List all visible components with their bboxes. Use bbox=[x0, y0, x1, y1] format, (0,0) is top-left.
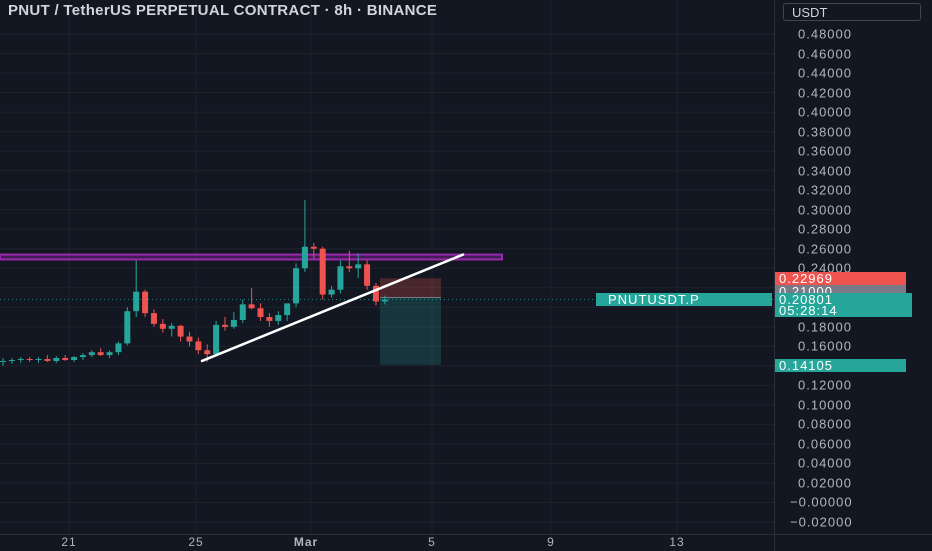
axis-corner bbox=[774, 534, 932, 551]
candle-up bbox=[381, 299, 388, 302]
price-tick-label: 0.32000 bbox=[798, 182, 852, 198]
candle-up bbox=[337, 266, 344, 290]
target-price-badge: 0.22969 bbox=[775, 272, 906, 286]
price-tick-label: 0.06000 bbox=[798, 436, 852, 452]
candle-down bbox=[62, 358, 69, 360]
price-tick-label: 0.38000 bbox=[798, 124, 852, 140]
candle-up bbox=[293, 268, 300, 304]
price-tick-label: 0.18000 bbox=[798, 319, 852, 335]
candle-up bbox=[239, 304, 246, 320]
candle-down bbox=[319, 248, 326, 295]
candle-up bbox=[106, 352, 113, 356]
time-tick-label: 9 bbox=[547, 535, 555, 549]
candle-up bbox=[168, 325, 175, 329]
price-tick-label: 0.04000 bbox=[798, 455, 852, 471]
position-stop-zone bbox=[380, 297, 441, 365]
price-tick-label: 0.34000 bbox=[798, 163, 852, 179]
candle-down bbox=[142, 291, 149, 314]
price-tick-label: 0.26000 bbox=[798, 241, 852, 257]
candle-up bbox=[79, 355, 86, 358]
candle-down bbox=[159, 323, 166, 329]
support-trendline bbox=[200, 253, 465, 363]
time-tick-label: 5 bbox=[428, 535, 436, 549]
candle-down bbox=[364, 264, 371, 286]
candle-up bbox=[328, 289, 335, 295]
candle-up bbox=[124, 311, 131, 344]
candle-down bbox=[26, 359, 33, 361]
candle-up bbox=[284, 303, 291, 316]
price-tick-label: 0.46000 bbox=[798, 46, 852, 62]
time-tick-label: 21 bbox=[61, 535, 77, 549]
price-tick-label: 0.24000 bbox=[798, 260, 852, 276]
chart-title: PNUT / TetherUS PERPETUAL CONTRACT · 8h … bbox=[8, 2, 438, 19]
candle-up bbox=[355, 264, 362, 269]
candle-down bbox=[222, 324, 228, 327]
candle-up bbox=[88, 352, 95, 356]
price-tick-label: 0.40000 bbox=[798, 104, 852, 120]
candle-up bbox=[53, 358, 60, 361]
candle-up bbox=[301, 246, 308, 269]
price-tick-label: −0.00000 bbox=[790, 494, 853, 510]
time-tick-label: 13 bbox=[669, 535, 685, 549]
candle-down bbox=[177, 325, 184, 337]
stop-price-badge: 0.14105 bbox=[775, 359, 906, 372]
last-price-badge: 0.20801 bbox=[775, 293, 912, 306]
resistance-zone bbox=[0, 253, 503, 261]
candle-up bbox=[8, 359, 15, 361]
bar-countdown-badge: 05:28:14 bbox=[775, 304, 912, 317]
price-tick-label: 0.48000 bbox=[798, 26, 852, 42]
candle-down bbox=[97, 352, 104, 356]
candle-up bbox=[275, 315, 282, 321]
candle-down bbox=[266, 317, 273, 321]
candle-up bbox=[0, 360, 6, 362]
candle-up bbox=[35, 359, 42, 361]
price-tick-label: 0.08000 bbox=[798, 416, 852, 432]
candle-up bbox=[17, 359, 24, 361]
price-tick-label: 0.10000 bbox=[798, 397, 852, 413]
candle-down bbox=[195, 341, 202, 351]
price-tick-label: 0.42000 bbox=[798, 85, 852, 101]
candle-down bbox=[150, 313, 157, 324]
candle-down bbox=[257, 308, 264, 318]
price-scale[interactable] bbox=[774, 0, 932, 534]
candle-up bbox=[71, 357, 78, 360]
candle-up bbox=[213, 324, 220, 355]
price-tick-label: 0.12000 bbox=[798, 377, 852, 393]
price-tick-label: 0.02000 bbox=[798, 475, 852, 491]
currency-selector-button[interactable]: USDT bbox=[783, 3, 921, 21]
candle-down bbox=[248, 304, 255, 309]
candle-down bbox=[186, 336, 193, 342]
time-tick-label: 25 bbox=[188, 535, 204, 549]
candle-down bbox=[346, 266, 353, 269]
price-tick-label: 0.16000 bbox=[798, 338, 852, 354]
candle-up bbox=[115, 343, 122, 353]
candle-up bbox=[133, 291, 140, 312]
position-target-zone bbox=[380, 278, 441, 298]
time-axis[interactable] bbox=[0, 534, 774, 551]
symbol-label-badge: PNUTUSDT.P bbox=[596, 293, 772, 306]
price-chart[interactable] bbox=[0, 0, 774, 534]
time-tick-label: Mar bbox=[293, 535, 319, 549]
candle-down bbox=[44, 359, 51, 361]
price-tick-label: −0.02000 bbox=[790, 514, 853, 530]
price-tick-label: 0.44000 bbox=[798, 65, 852, 81]
candle-down bbox=[204, 350, 211, 355]
candle-down bbox=[372, 285, 379, 302]
price-tick-label: 0.30000 bbox=[798, 202, 852, 218]
candle-down bbox=[310, 246, 317, 249]
price-tick-label: 0.28000 bbox=[798, 221, 852, 237]
price-tick-label: 0.36000 bbox=[798, 143, 852, 159]
candle-up bbox=[230, 319, 237, 327]
